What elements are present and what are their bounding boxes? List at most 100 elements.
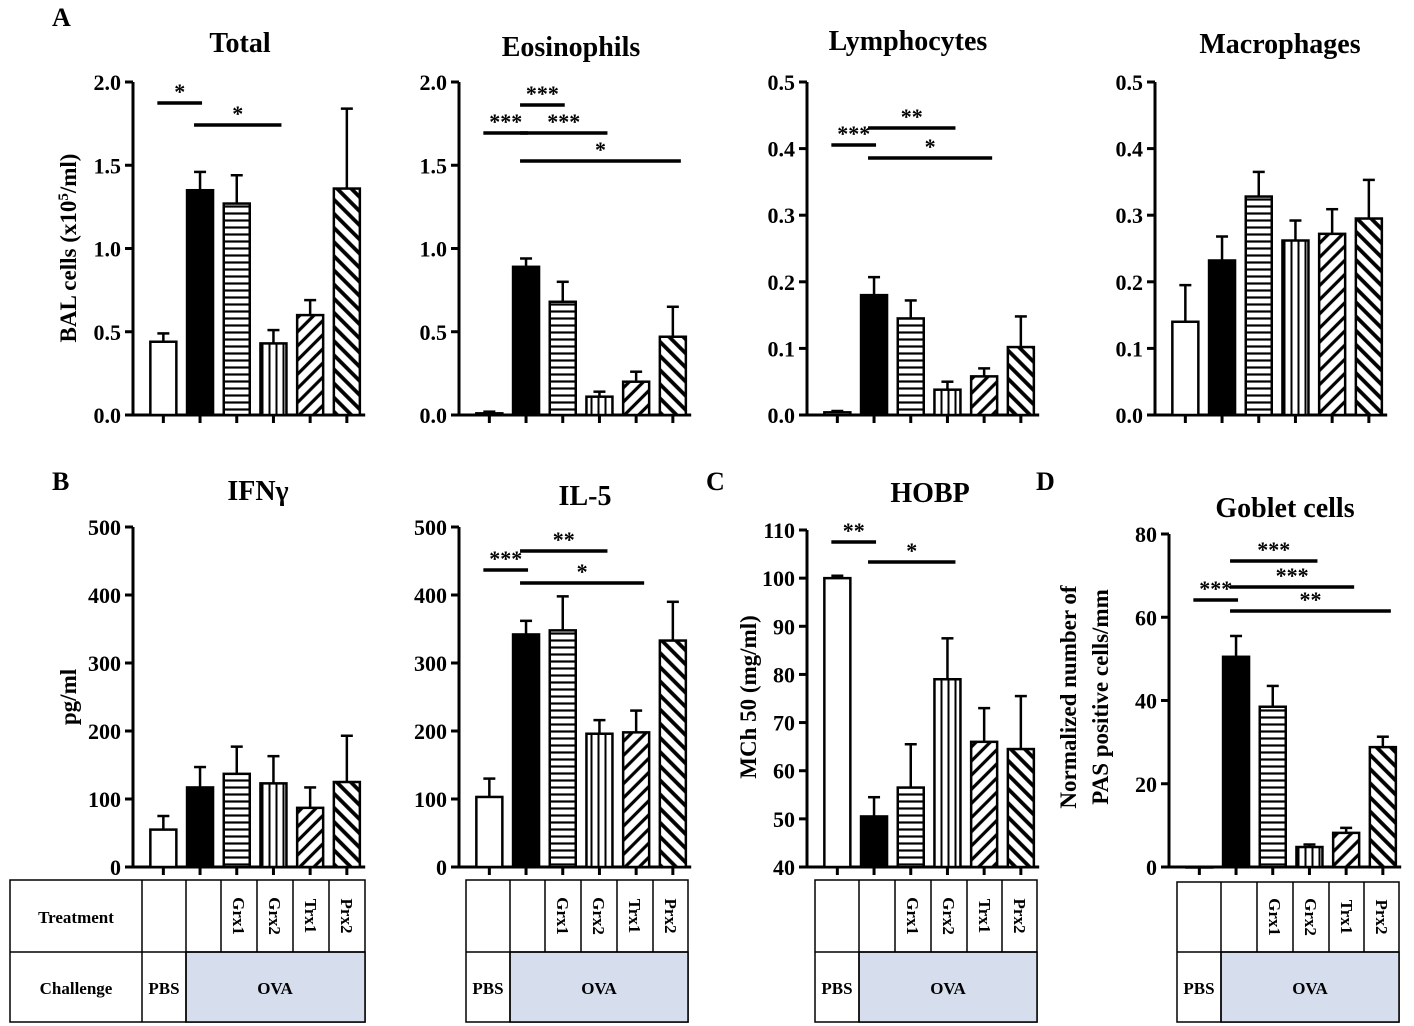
- y-tick-label: 0.5: [420, 320, 448, 345]
- bar-ova-trx1: [1317, 232, 1347, 417]
- treatment-grx2: Grx2: [265, 897, 284, 935]
- y-tick-label: 0.0: [1116, 403, 1144, 428]
- y-tick-label: 110: [763, 518, 795, 543]
- bar-ova-grx2: [585, 732, 614, 869]
- challenge-label: Challenge: [40, 979, 113, 998]
- y-tick-label: 0.4: [1116, 137, 1144, 162]
- chart-title: Total: [209, 28, 270, 59]
- bar-pbs: [1185, 865, 1214, 869]
- bar-pbs: [149, 828, 178, 869]
- y-tick-label: 100: [762, 566, 795, 591]
- significance-label: ***: [1199, 576, 1232, 601]
- chart-ifn-: IFNγ 0 100 200 300 400 500: [88, 476, 366, 880]
- bar-ova-trx1: [969, 375, 999, 417]
- treatment-trx1: Trx1: [975, 899, 994, 934]
- bar-ova-trx1: [1331, 831, 1361, 869]
- significance-label: ***: [526, 81, 559, 106]
- chart-title: HOBP: [890, 478, 969, 509]
- bar-ova: [859, 293, 889, 417]
- treatment-grx1: Grx1: [1265, 898, 1284, 936]
- bar-ova: [511, 265, 541, 417]
- y-label-bal: BAL cells (x105/ml): [56, 154, 81, 343]
- bar-ova-grx1: [896, 786, 925, 869]
- table-b: Grx1 Grx2 Trx1 Prx2 PBS OVA: [465, 879, 689, 1023]
- y-tick-label: 0: [110, 855, 121, 880]
- treatment-grx1: Grx1: [903, 897, 922, 935]
- y-tick-label: 0: [436, 855, 447, 880]
- significance-label: **: [901, 104, 923, 129]
- y-tick-label: 100: [414, 787, 447, 812]
- y-tick-label: 300: [88, 651, 121, 676]
- chart-title: Macrophages: [1199, 29, 1360, 60]
- bar-ova-grx2: [585, 395, 614, 417]
- significance-label: *: [925, 134, 936, 159]
- bar-pbs: [149, 340, 178, 417]
- treatment-label: Treatment: [38, 908, 114, 927]
- panel-letter-a: A: [52, 3, 71, 32]
- y-tick-label: 1.5: [420, 153, 448, 178]
- chart-title: Eosinophils: [502, 32, 641, 63]
- treatment-prx2: Prx2: [661, 899, 680, 934]
- bar-ova-prx2: [332, 187, 362, 417]
- treatment-prx2: Prx2: [1372, 900, 1391, 935]
- bar-ova-grx1: [896, 317, 925, 417]
- y-tick-label: 0.3: [1116, 203, 1144, 228]
- significance-label: ***: [489, 546, 522, 571]
- bar-ova-trx1: [969, 740, 999, 869]
- panel-letter-b: B: [52, 467, 69, 496]
- y-tick-label: 100: [88, 787, 121, 812]
- y-tick-label: 1.0: [420, 237, 448, 262]
- bar-ova-grx2: [1295, 845, 1324, 869]
- y-tick-label: 20: [1135, 772, 1157, 797]
- chart-title: Goblet cells: [1215, 493, 1354, 524]
- y-tick-label: 50: [773, 807, 795, 832]
- significance-label: ***: [489, 109, 522, 134]
- bar-ova-grx2: [933, 677, 962, 869]
- significance-label: *: [232, 101, 243, 126]
- ova-cell: [858, 951, 1038, 1023]
- y-label-goblet-1: Normalized number of: [1056, 585, 1081, 809]
- y-tick-label: 300: [414, 651, 447, 676]
- panel-letter-c: C: [706, 467, 725, 496]
- bar-ova-grx2: [1281, 239, 1310, 417]
- bar-ova-grx2: [259, 782, 288, 869]
- bar-ova: [185, 786, 215, 869]
- bar-ova: [511, 633, 541, 869]
- ova-cell: [185, 951, 366, 1023]
- challenge-ova: OVA: [257, 979, 293, 998]
- y-tick-label: 500: [88, 515, 121, 540]
- bar-ova-trx1: [621, 380, 651, 417]
- bar-ova: [185, 188, 215, 417]
- treatment-trx1: Trx1: [625, 899, 644, 934]
- significance-label: **: [553, 527, 575, 552]
- y-tick-label: 80: [773, 662, 795, 687]
- bar-ova-trx1: [295, 806, 325, 869]
- y-tick-label: 400: [88, 583, 121, 608]
- ova-cell: [1220, 951, 1400, 1023]
- ova-cell: [509, 951, 689, 1023]
- y-tick-label: 60: [773, 759, 795, 784]
- challenge-pbs: PBS: [1183, 979, 1214, 998]
- y-tick-label: 0.0: [94, 403, 122, 428]
- bar-ova-prx2: [1006, 345, 1036, 417]
- bar-ova-prx2: [1354, 217, 1384, 417]
- bar-ova-grx2: [259, 342, 288, 417]
- significance-label: *: [906, 538, 917, 563]
- bar-pbs: [823, 411, 852, 417]
- bar-ova-prx2: [658, 335, 688, 417]
- bar-ova-grx1: [222, 772, 251, 869]
- bar-ova-prx2: [658, 639, 688, 869]
- y-tick-label: 60: [1135, 605, 1157, 630]
- bar-ova-trx1: [295, 313, 325, 417]
- significance-label: ***: [547, 109, 580, 134]
- bar-ova-grx2: [933, 388, 962, 417]
- y-tick-label: 0.1: [1116, 336, 1144, 361]
- y-tick-label: 0.5: [1116, 70, 1144, 95]
- y-tick-label: 0: [1146, 855, 1157, 880]
- y-tick-label: 40: [1135, 689, 1157, 714]
